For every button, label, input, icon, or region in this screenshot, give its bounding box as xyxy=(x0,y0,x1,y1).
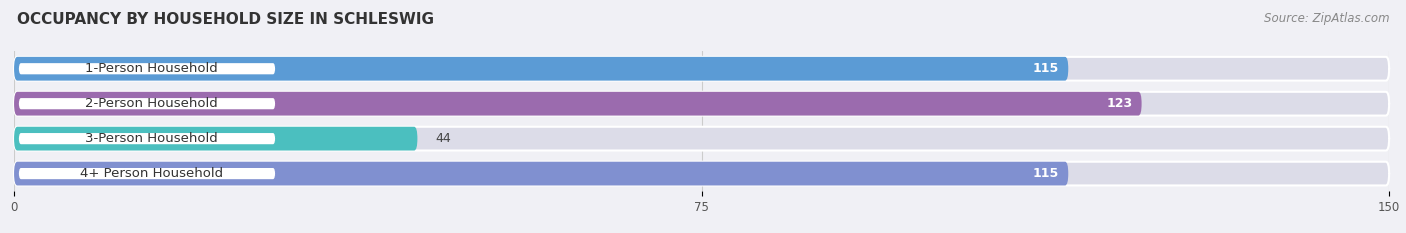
FancyBboxPatch shape xyxy=(14,127,1389,151)
FancyBboxPatch shape xyxy=(14,162,1069,185)
FancyBboxPatch shape xyxy=(18,63,276,74)
FancyBboxPatch shape xyxy=(14,127,418,151)
FancyBboxPatch shape xyxy=(14,92,1389,116)
Text: 123: 123 xyxy=(1107,97,1132,110)
Text: Source: ZipAtlas.com: Source: ZipAtlas.com xyxy=(1264,12,1389,25)
Text: OCCUPANCY BY HOUSEHOLD SIZE IN SCHLESWIG: OCCUPANCY BY HOUSEHOLD SIZE IN SCHLESWIG xyxy=(17,12,434,27)
Text: 1-Person Household: 1-Person Household xyxy=(86,62,218,75)
Text: 4+ Person Household: 4+ Person Household xyxy=(80,167,224,180)
Text: 115: 115 xyxy=(1033,167,1059,180)
Text: 44: 44 xyxy=(436,132,451,145)
FancyBboxPatch shape xyxy=(14,57,1389,81)
FancyBboxPatch shape xyxy=(18,133,276,144)
FancyBboxPatch shape xyxy=(14,92,1142,116)
FancyBboxPatch shape xyxy=(18,98,276,109)
FancyBboxPatch shape xyxy=(18,168,276,179)
FancyBboxPatch shape xyxy=(14,162,1389,185)
Text: 3-Person Household: 3-Person Household xyxy=(86,132,218,145)
Text: 115: 115 xyxy=(1033,62,1059,75)
FancyBboxPatch shape xyxy=(14,57,1069,81)
Text: 2-Person Household: 2-Person Household xyxy=(86,97,218,110)
